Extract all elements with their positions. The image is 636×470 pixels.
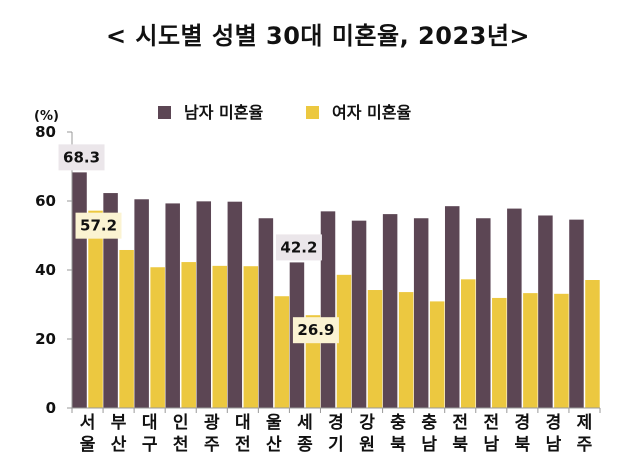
bar-female: [585, 280, 600, 408]
bar-female: [398, 292, 414, 408]
bar-male: [538, 215, 553, 408]
bar-female: [523, 293, 538, 408]
y-tick-label: 80: [35, 123, 56, 141]
bars-group: [72, 172, 600, 408]
data-label-box: [292, 317, 339, 344]
bar-female: [150, 267, 165, 408]
bar-female: [336, 274, 352, 408]
data-labels: 68.3 57.2 42.2 26.9: [58, 144, 339, 344]
legend-label: 남자 미혼율: [184, 103, 263, 122]
bar-female: [460, 279, 476, 408]
legend-swatch: [158, 106, 171, 119]
y-tick-label: 60: [35, 192, 56, 210]
data-label: 26.9: [297, 321, 334, 339]
bar-female: [119, 249, 134, 408]
legend-label: 여자 미혼율: [332, 103, 411, 122]
axes: 0 20 40 60 80 서 울 부 산 대 구 인 천 광 주 대 전 울 산 세 종 경 기 강 원 충 북 충 남 전 북 전 남 경 북 경…: [35, 123, 601, 455]
bar-female: [212, 265, 228, 408]
bar-male: [165, 203, 180, 408]
chart-title: < 시도별 성별 30대 미혼율, 2023년>: [105, 22, 531, 50]
bar-male: [351, 220, 367, 408]
bar-male: [413, 218, 429, 408]
y-axis-unit: (%): [34, 109, 59, 124]
bar-male: [444, 206, 460, 408]
bar-female: [492, 297, 507, 408]
bar-male: [507, 208, 522, 408]
y-tick-label: 40: [35, 261, 56, 279]
bar-male: [476, 218, 491, 408]
y-tick-label: 0: [46, 399, 56, 417]
data-label-box: [58, 144, 105, 171]
bar-female: [88, 210, 103, 408]
bar-female: [367, 290, 383, 408]
bar-male: [382, 214, 398, 408]
legend: 남자 미혼율 여자 미혼율: [158, 103, 411, 122]
bar-male: [569, 219, 584, 408]
data-label: 42.2: [280, 238, 317, 256]
bar-male: [320, 211, 336, 408]
data-label: 68.3: [63, 148, 100, 166]
data-label-box: [275, 234, 322, 261]
bar-male: [134, 199, 149, 408]
bar-male: [258, 218, 274, 408]
bar-male: [196, 201, 212, 408]
bar-male: [103, 193, 118, 408]
data-label-box: [75, 212, 122, 239]
data-label: 57.2: [80, 217, 117, 235]
bar-male: [72, 172, 87, 408]
bar-female: [274, 296, 290, 408]
bar-female: [429, 301, 445, 408]
bar-female: [554, 293, 569, 408]
bar-female: [181, 262, 196, 408]
legend-swatch: [306, 106, 319, 119]
y-tick-label: 20: [35, 330, 56, 348]
bar-male: [227, 201, 243, 408]
bar-female: [243, 266, 259, 408]
